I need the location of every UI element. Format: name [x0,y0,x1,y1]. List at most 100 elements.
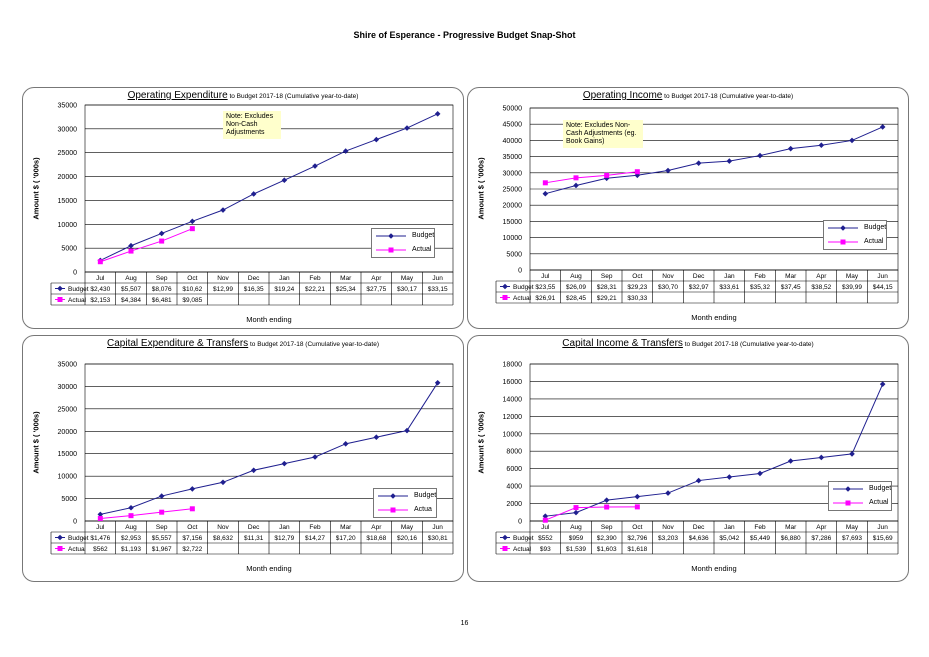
data-label: $22,21 [305,286,325,293]
data-point-budget [342,148,349,154]
data-point-actual [634,504,640,510]
data-label: $4,636 [689,535,709,542]
legend-key-marker [388,247,394,253]
legend-key-marker [390,493,396,499]
data-point-budget [818,454,825,461]
data-point-budget [665,167,671,174]
chart-panel-capital-income: 18000 16000 14000 12000 10000 8000 6000 4000 200… [467,335,909,582]
table-series-name: Actual [513,295,532,302]
x-tick-label: Oct [187,524,197,531]
y-tick-label: 40000 [503,138,523,145]
legend-key-marker [840,225,846,231]
data-label: $35,32 [750,284,770,291]
data-point-budget [158,230,165,237]
x-tick-label: Oct [632,273,642,280]
y-tick-label: 45000 [503,122,523,129]
chart-title: Operating Expenditure to Budget 2017-18 … [23,90,463,101]
data-label: $16,35 [244,286,264,293]
x-tick-label: Aug [125,275,137,282]
legend-key [833,486,863,492]
data-label: $4,384 [121,297,141,304]
y-tick-label: 30000 [58,384,78,391]
data-label: $93 [540,546,551,553]
y-axis-label: Amount $ ( '000s) [476,157,486,220]
data-label: $26,09 [566,284,586,291]
x-tick-label: Jun [432,275,443,282]
table-series-name: Actual [513,546,532,553]
y-tick-label: 8000 [506,449,522,456]
data-label: $17,20 [336,535,356,542]
x-tick-label: Jun [877,524,888,531]
chart-svg: 5000045000400003500030000250002000015000… [495,106,899,304]
x-tick-label: Oct [187,275,197,282]
data-label: $1,539 [566,546,586,553]
data-point-budget [542,513,549,519]
chart-svg: 35000 30000 25000 20000 15000 10000 5000 0 Jul Au… [50,103,454,306]
x-tick-label: Jan [724,524,735,531]
data-point-budget [695,477,702,484]
data-point-budget [342,441,349,447]
chart-panel-capital-expenditure: 35000 30000 25000 20000 15000 10000 5000 0 Jul Au… [22,335,464,582]
data-label: $2,153 [90,297,110,304]
y-tick-label: 30000 [58,126,78,133]
data-label: $32,97 [689,284,709,291]
data-point-budget [312,163,318,169]
data-label: $29,23 [627,284,647,291]
data-label: $5,042 [719,535,739,542]
data-label: $14,27 [305,535,325,542]
x-axis-label: Month ending [691,313,737,322]
x-tick-label: Apr [371,275,382,282]
data-label: $38,52 [811,284,831,291]
legend-label: Budget [864,224,887,231]
data-label: $5,557 [152,535,172,542]
y-tick-label: 25000 [58,150,78,157]
x-tick-label: Dec [248,275,260,282]
data-point-budget [128,504,134,511]
legend-key [378,493,408,499]
legend-key-marker [845,500,851,506]
data-point-budget [158,493,165,499]
y-tick-label: 20000 [58,429,78,436]
x-axis-label: Month ending [246,315,292,324]
data-label: $5,507 [121,286,141,293]
chart-title-main: Capital Expenditure & Transfers [107,338,249,349]
legend-key-marker [845,486,851,492]
table-series-name: Budget [513,284,534,291]
table-legend-key-marker [57,546,63,551]
data-point-budget [603,497,610,503]
data-point-actua [189,506,195,512]
table-legend-key-marker [502,534,508,541]
data-label: $562 [93,546,108,553]
data-point-budget [542,190,549,197]
data-label: $552 [538,535,553,542]
chart-note: Note: Excludes Non-Cash Adjustments [223,111,281,139]
legend-label: Actua [414,506,432,513]
y-tick-label: 15000 [503,219,523,226]
chart-legend: Budget Actual [823,220,887,250]
data-point-actua [97,515,103,521]
y-tick-label: 35000 [58,103,78,110]
data-label: $25,34 [336,286,356,293]
legend-label: Budget [869,485,892,492]
chart-subtitle: to Budget 2017-18 (Cumulative year-to-da… [248,341,379,348]
legend-key [376,247,406,253]
chart-legend: Budget Actua [373,488,437,518]
data-label: $3,203 [658,535,678,542]
data-label: $9,085 [182,297,202,304]
data-label: $7,693 [842,535,862,542]
data-label: $27,75 [366,286,386,293]
data-point-budget [726,474,733,480]
legend-key [828,225,858,231]
page-title: Shire of Esperance - Progressive Budget … [353,30,576,40]
data-point-budget [281,460,288,467]
data-point-actual [604,172,610,178]
x-tick-label: Sep [156,524,168,531]
data-point-budget [695,160,702,166]
x-tick-label: Feb [309,275,321,282]
data-label: $2,430 [90,286,110,293]
legend-item-budget: Budget [829,482,891,496]
y-tick-label: 15000 [58,451,78,458]
data-label: $30,70 [658,284,678,291]
y-tick-label: 15000 [58,198,78,205]
data-point-budget [434,111,441,117]
